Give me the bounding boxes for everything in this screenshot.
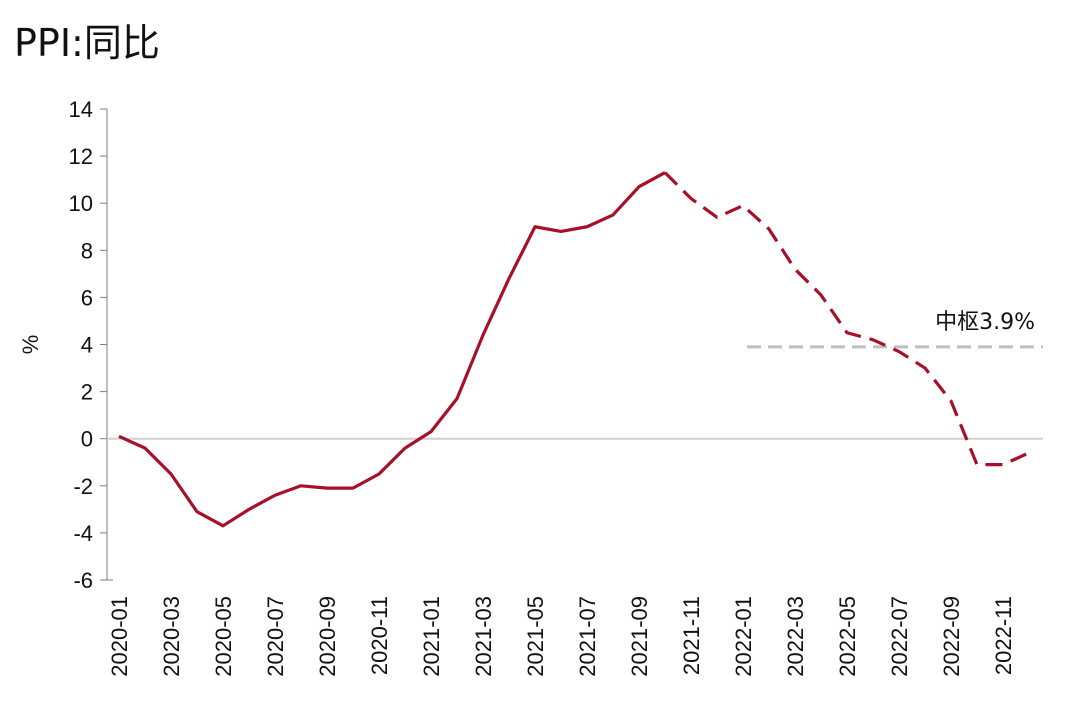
data-point <box>794 268 797 271</box>
y-tick-label: -6 <box>73 568 93 593</box>
x-tick-label: 2021-07 <box>575 596 600 677</box>
y-tick-label: 8 <box>81 238 93 263</box>
data-point <box>976 463 979 466</box>
data-point <box>534 225 537 228</box>
data-point <box>170 473 173 476</box>
x-tick-label: 2022-07 <box>887 596 912 677</box>
x-tick-label: 2020-09 <box>315 596 340 677</box>
series-line-dashed <box>663 171 1030 467</box>
y-tick-label: 6 <box>81 285 93 310</box>
y-tick-label: 10 <box>69 191 93 216</box>
x-tick-label: 2020-11 <box>367 596 392 675</box>
data-point <box>664 171 667 174</box>
data-point <box>326 487 329 490</box>
x-tick-label: 2021-01 <box>419 596 444 677</box>
y-tick-label: -2 <box>73 474 93 499</box>
x-tick-label: 2022-01 <box>731 596 756 677</box>
y-tick-label: 2 <box>81 380 93 405</box>
data-point <box>1028 451 1031 454</box>
data-point <box>274 494 277 497</box>
reference-layer: 中枢3.9% <box>747 310 1043 349</box>
data-point <box>716 216 719 219</box>
data-point <box>430 430 433 433</box>
data-point <box>248 508 251 511</box>
y-tick-label: -4 <box>73 521 93 546</box>
data-point <box>144 447 147 450</box>
data-point <box>768 228 771 231</box>
data-point <box>482 334 485 337</box>
data-point <box>404 447 407 450</box>
data-point <box>612 213 615 216</box>
data-point <box>300 484 303 487</box>
data-point <box>690 197 693 200</box>
chart-title: PPI:同比 <box>14 21 160 65</box>
data-point <box>586 225 589 228</box>
data-point <box>196 510 199 513</box>
series-layer <box>118 171 1031 528</box>
x-tick-label: 2021-05 <box>523 596 548 677</box>
data-point <box>508 277 511 280</box>
x-tick-label: 2021-03 <box>471 596 496 677</box>
data-point <box>846 331 849 334</box>
x-tick-label: 2021-09 <box>627 596 652 677</box>
y-tick-label: 0 <box>81 427 93 452</box>
data-point <box>898 350 901 353</box>
x-tick-label: 2022-05 <box>835 596 860 677</box>
data-point <box>560 230 563 233</box>
data-point <box>352 487 355 490</box>
x-tick-label: 2022-11 <box>991 596 1016 675</box>
data-point <box>222 524 225 527</box>
x-tick-label: 2020-03 <box>159 596 184 677</box>
data-point <box>378 473 381 476</box>
data-point <box>924 367 927 370</box>
x-tick-label: 2021-11 <box>679 596 704 675</box>
reference-line-label: 中枢3.9% <box>935 310 1035 335</box>
x-tick-label: 2020-05 <box>211 596 236 677</box>
data-point <box>950 400 953 403</box>
label-layer: 2020-01 2020-03 2020-05 2020-07 2020-09 2020-… <box>18 335 1016 677</box>
y-tick-label: 4 <box>81 333 93 358</box>
data-point <box>118 435 121 438</box>
x-tick-label: 2020-01 <box>107 596 132 677</box>
x-tick-label: 2022-09 <box>939 596 964 677</box>
axes-layer: 14 12 10 8 6 4 2 0 -2 -4 -6 <box>69 97 1043 593</box>
data-point <box>456 397 459 400</box>
y-tick-label: 12 <box>69 144 93 169</box>
data-point <box>1002 463 1005 466</box>
data-point <box>638 185 641 188</box>
y-axis-label: % <box>18 335 43 355</box>
y-tick-label: 14 <box>69 97 93 122</box>
series-line-solid <box>118 171 666 528</box>
data-point <box>820 294 823 297</box>
x-tick-label: 2020-07 <box>263 596 288 677</box>
data-point <box>742 204 745 207</box>
data-point <box>872 338 875 341</box>
x-tick-label: 2022-03 <box>783 596 808 677</box>
